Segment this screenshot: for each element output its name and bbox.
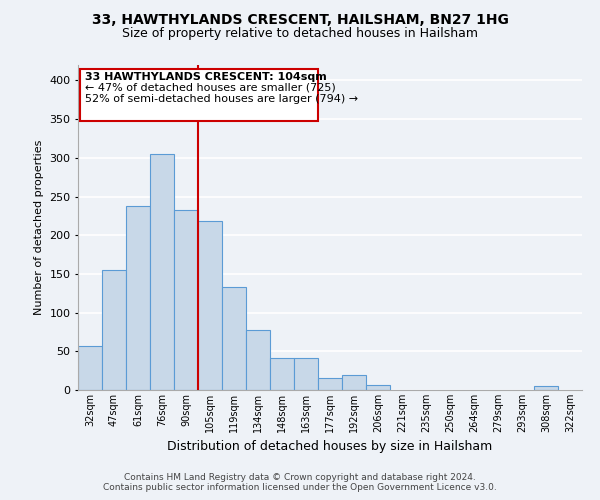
Y-axis label: Number of detached properties: Number of detached properties xyxy=(34,140,44,315)
Bar xyxy=(222,287,246,390)
Bar xyxy=(366,384,390,390)
Bar xyxy=(246,330,270,390)
Text: 33, HAWTHYLANDS CRESCENT, HAILSHAM, BN27 1HG: 33, HAWTHYLANDS CRESCENT, HAILSHAM, BN27… xyxy=(92,12,508,26)
Bar xyxy=(102,270,126,390)
Bar xyxy=(534,386,558,390)
Bar xyxy=(342,374,366,390)
Text: 33 HAWTHYLANDS CRESCENT: 104sqm: 33 HAWTHYLANDS CRESCENT: 104sqm xyxy=(85,72,327,82)
Bar xyxy=(294,358,318,390)
Text: Size of property relative to detached houses in Hailsham: Size of property relative to detached ho… xyxy=(122,28,478,40)
FancyBboxPatch shape xyxy=(80,69,318,120)
Text: 52% of semi-detached houses are larger (794) →: 52% of semi-detached houses are larger (… xyxy=(85,94,358,104)
Bar xyxy=(174,210,198,390)
Bar xyxy=(150,154,174,390)
Bar xyxy=(270,358,294,390)
Text: Contains public sector information licensed under the Open Government Licence v3: Contains public sector information licen… xyxy=(103,484,497,492)
Text: ← 47% of detached houses are smaller (725): ← 47% of detached houses are smaller (72… xyxy=(85,83,336,93)
Bar xyxy=(198,220,222,390)
Text: Contains HM Land Registry data © Crown copyright and database right 2024.: Contains HM Land Registry data © Crown c… xyxy=(124,474,476,482)
X-axis label: Distribution of detached houses by size in Hailsham: Distribution of detached houses by size … xyxy=(167,440,493,454)
Bar xyxy=(126,206,150,390)
Bar xyxy=(318,378,342,390)
Bar xyxy=(78,346,102,390)
